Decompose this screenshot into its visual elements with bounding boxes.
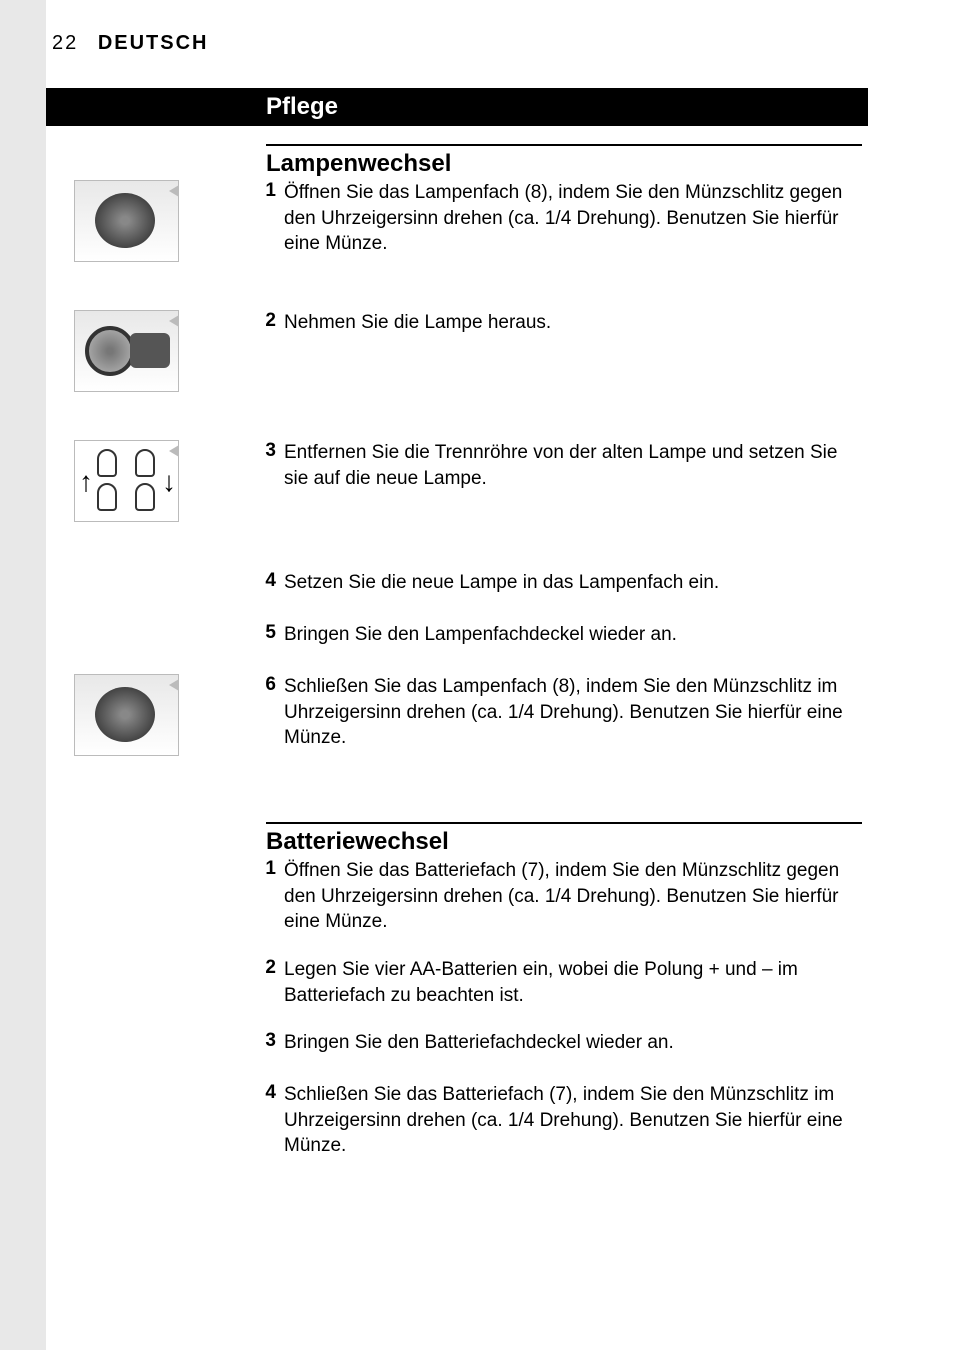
step-illustration-rotate-close xyxy=(74,674,179,756)
step-row: 1 Öffnen Sie das Lampenfach (8), indem S… xyxy=(46,180,868,262)
step-number: 4 xyxy=(260,570,284,592)
step-number: 3 xyxy=(260,440,284,462)
step-number: 2 xyxy=(260,957,284,979)
step-number: 1 xyxy=(260,180,284,202)
step-text: Entfernen Sie die Trennröhre von der alt… xyxy=(284,440,868,491)
step-number: 1 xyxy=(260,858,284,880)
page-number: 22 xyxy=(52,32,78,54)
step-image-column: ↑ ↓ xyxy=(46,440,260,522)
section-divider xyxy=(266,822,862,824)
step-row: 4 Schließen Sie das Batteriefach (7), in… xyxy=(46,1082,868,1159)
step-row: 2 Legen Sie vier AA-Batterien ein, wobei… xyxy=(46,957,868,1008)
step-text: Setzen Sie die neue Lampe in das Lampenf… xyxy=(284,570,868,596)
step-number: 6 xyxy=(260,674,284,696)
step-illustration-rotate-open xyxy=(74,180,179,262)
step-number: 4 xyxy=(260,1082,284,1104)
step-text: Öffnen Sie das Batteriefach (7), indem S… xyxy=(284,858,868,935)
step-row: 3 Bringen Sie den Batteriefachdeckel wie… xyxy=(46,1030,868,1060)
step-row: ↑ ↓ 3 Entfernen Sie die Trennröhre von d… xyxy=(46,440,868,522)
section-title-bar: Pflege xyxy=(46,88,868,126)
step-illustration-remove-lamp xyxy=(74,310,179,392)
step-illustration-bulb-swap: ↑ ↓ xyxy=(74,440,179,522)
step-number: 2 xyxy=(260,310,284,332)
step-image-column xyxy=(46,180,260,262)
step-number: 3 xyxy=(260,1030,284,1052)
left-margin-bar xyxy=(0,0,46,1350)
page-language: DEUTSCH xyxy=(98,32,209,54)
page-header: 22 DEUTSCH xyxy=(52,32,208,55)
content-area: Lampenwechsel 1 Öffnen Sie das Lampenfac… xyxy=(46,126,868,1159)
step-text: Öffnen Sie das Lampenfach (8), indem Sie… xyxy=(284,180,868,257)
step-image-column xyxy=(46,674,260,756)
step-row: 2 Nehmen Sie die Lampe heraus. xyxy=(46,310,868,392)
step-text: Bringen Sie den Batteriefachdeckel wiede… xyxy=(284,1030,868,1056)
step-text: Schließen Sie das Lampenfach (8), indem … xyxy=(284,674,868,751)
step-text: Nehmen Sie die Lampe heraus. xyxy=(284,310,868,336)
step-number: 5 xyxy=(260,622,284,644)
step-row: 4 Setzen Sie die neue Lampe in das Lampe… xyxy=(46,570,868,600)
step-text: Schließen Sie das Batteriefach (7), inde… xyxy=(284,1082,868,1159)
step-row: 1 Öffnen Sie das Batteriefach (7), indem… xyxy=(46,858,868,935)
step-text: Bringen Sie den Lampenfachdeckel wieder … xyxy=(284,622,868,648)
step-row: 5 Bringen Sie den Lampenfachdeckel wiede… xyxy=(46,622,868,652)
step-row: 6 Schließen Sie das Lampenfach (8), inde… xyxy=(46,674,868,756)
section-title: Pflege xyxy=(266,93,338,121)
section-divider xyxy=(266,144,862,146)
subsection-heading-lampenwechsel: Lampenwechsel xyxy=(266,150,868,178)
step-text: Legen Sie vier AA-Batterien ein, wobei d… xyxy=(284,957,868,1008)
step-image-column xyxy=(46,310,260,392)
subsection-heading-batteriewechsel: Batteriewechsel xyxy=(266,828,868,856)
